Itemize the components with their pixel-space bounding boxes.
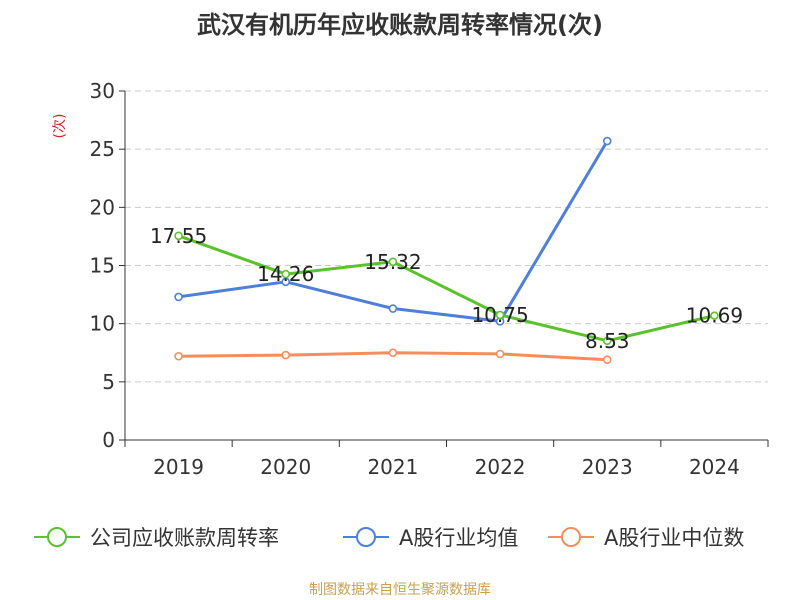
grid-lines [125, 90, 768, 383]
data-labels: 17.55 14.26 15.32 10.75 8.53 10.69 [150, 224, 743, 353]
x-tick-label: 2023 [582, 455, 633, 479]
data-point [602, 355, 612, 365]
y-tick-label: 20 [90, 195, 115, 219]
legend: 公司应收账款周转率 A股行业均值 A股行业中位数 [34, 526, 744, 550]
data-label: 17.55 [150, 224, 207, 248]
x-tick-label: 2019 [153, 455, 204, 479]
data-point [710, 311, 719, 320]
legend-entry: A股行业中位数 [604, 526, 744, 550]
data-label: 10.69 [686, 304, 743, 328]
data-point [495, 310, 505, 320]
legend-marker [561, 527, 581, 547]
x-tick-label: 2021 [367, 455, 418, 479]
y-tick-label: 25 [90, 137, 115, 161]
series-lines [174, 136, 719, 365]
data-point [602, 136, 612, 146]
data-point [495, 349, 505, 359]
data-point [174, 292, 183, 302]
axes: 0 5 10 15 20 25 30 2019 2020 2021 2022 2023 2024 [90, 79, 769, 479]
legend-entry: A股行业均值 [399, 526, 518, 550]
legend-marker [356, 527, 376, 547]
series-line [178, 234, 715, 343]
data-label: 10.75 [471, 303, 528, 327]
legend-marker [47, 527, 67, 547]
y-tick-label: 5 [102, 370, 115, 394]
data-point [388, 304, 398, 313]
data-label: 8.53 [585, 329, 630, 353]
data-label: 15.32 [364, 250, 421, 274]
source-note: 制图数据来自恒生聚源数据库 [309, 582, 491, 598]
legend-entry: 公司应收账款周转率 [90, 526, 279, 550]
data-label: 14.26 [257, 262, 314, 286]
data-point [281, 269, 291, 279]
y-tick-label: 10 [90, 312, 115, 336]
data-point [388, 348, 398, 358]
y-tick-label: 0 [102, 428, 115, 452]
x-tick-label: 2020 [260, 455, 311, 479]
y-tick-label: 15 [90, 254, 115, 278]
data-point [174, 351, 183, 361]
data-point [602, 336, 612, 346]
data-point [388, 257, 398, 267]
y-tick-label: 30 [90, 79, 115, 103]
series-line [178, 140, 609, 323]
data-point [174, 231, 183, 241]
y-axis-label: (次) [52, 114, 68, 139]
chart-title: 武汉有机历年应收账款周转率情况(次) [197, 11, 603, 39]
data-point [281, 350, 291, 360]
x-tick-label: 2022 [475, 455, 526, 479]
x-tick-label: 2024 [689, 455, 740, 479]
